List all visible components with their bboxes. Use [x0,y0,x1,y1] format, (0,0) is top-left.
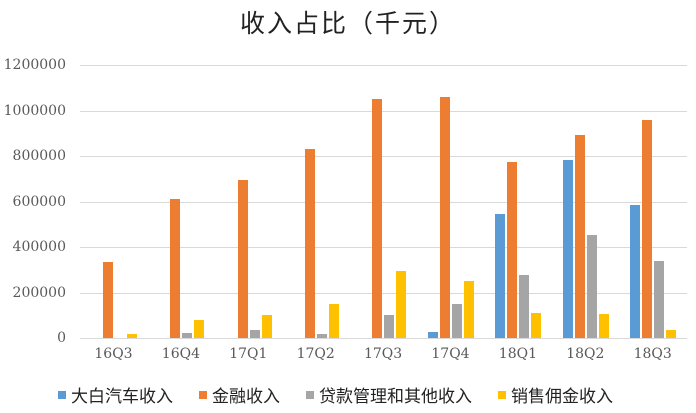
bar [641,120,652,338]
legend-item: 销售佣金收入 [498,382,613,407]
legend-swatch-icon [306,390,314,399]
bar [653,261,664,338]
bar [194,320,205,338]
gridline [80,247,687,248]
gridline [80,156,687,157]
legend-swatch-icon [58,390,66,399]
x-tick-label: 18Q1 [498,346,537,362]
bar [463,280,474,338]
y-tick-label: 200000 [12,284,66,301]
gridline [80,110,687,112]
bar [249,330,260,338]
gridline [80,292,687,294]
bar [170,198,181,338]
bar [396,271,407,338]
x-tick-label: 17Q2 [296,346,335,362]
bar [427,332,438,338]
legend-label: 金融收入 [212,387,280,407]
bar [519,274,530,338]
bar [304,148,315,338]
bar [451,304,462,338]
y-tick-label: 1200000 [3,57,66,73]
legend-item: 贷款管理和其他收入 [306,382,472,407]
chart-title: 收入占比（千元） [239,9,456,38]
bar [182,332,193,338]
y-tick-label: 0 [57,330,66,346]
gridline [80,201,687,203]
y-tick-label: 1000000 [3,102,66,119]
x-tick-label: 17Q3 [363,346,403,362]
bar [586,234,597,338]
bar [507,161,518,338]
bar [316,333,327,338]
legend-item: 金融收入 [199,382,280,407]
x-tick-label: 16Q3 [94,346,133,362]
bar [328,304,339,338]
bar [439,97,450,338]
y-tick-label: 600000 [12,193,66,210]
bar [531,312,542,338]
bar [372,99,383,338]
bar [102,262,113,338]
bar [384,315,395,338]
bar [665,330,676,338]
legend-label: 贷款管理和其他收入 [319,387,472,407]
x-tick-label: 18Q3 [633,346,672,362]
x-tick-label: 18Q2 [566,346,605,362]
bar [237,179,248,338]
legend: 大白汽车收入 金融收入 贷款管理和其他收入 销售佣金收入 [58,382,639,407]
bar [126,334,137,338]
bar [562,160,573,338]
legend-item: 大白汽车收入 [58,382,173,407]
x-tick-label: 16Q4 [161,346,200,362]
bar [574,135,585,338]
x-tick-label: 17Q1 [229,346,268,362]
legend-label: 大白汽车收入 [71,387,173,407]
bar [598,314,609,338]
legend-label: 销售佣金收入 [511,387,613,407]
bar [261,315,272,338]
y-tick-label: 400000 [12,239,66,255]
gridline [80,338,687,339]
bar [495,214,506,338]
legend-swatch-icon [199,390,207,399]
gridline [80,65,687,66]
bar [629,204,640,338]
y-tick-label: 800000 [12,148,66,164]
legend-swatch-icon [498,390,506,399]
x-tick-label: 17Q4 [431,346,470,362]
